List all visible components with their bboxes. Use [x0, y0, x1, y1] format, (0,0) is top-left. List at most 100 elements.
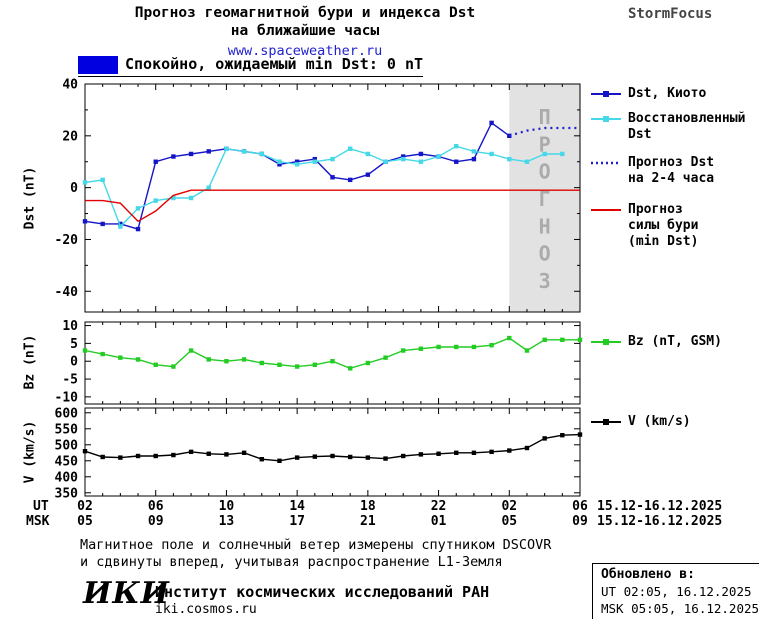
bz-marker: [153, 362, 158, 367]
dst_kyoto-marker: [312, 156, 318, 162]
updated-box: Обновлено в: UT 02:05, 16.12.2025 MSK 05…: [592, 563, 759, 619]
y-tick-label: 5: [70, 337, 78, 352]
forecast-band-label: О: [539, 160, 551, 184]
updated-msk: MSK 05:05, 16.12.2025: [601, 601, 760, 616]
bz-marker: [224, 359, 229, 364]
bz-marker: [100, 351, 105, 357]
recovered_dst-marker: [489, 151, 494, 157]
footnote-line2: и сдвинуты вперед, учитывая распростране…: [80, 554, 503, 570]
forecast_dst-line: [508, 126, 580, 137]
recovered_dst-marker: [471, 149, 477, 154]
dst_kyoto-marker: [118, 221, 123, 227]
dst_kyoto-marker: [418, 151, 424, 157]
v-marker: [241, 450, 247, 455]
x-tick-label: 18: [360, 499, 376, 514]
legend-item-dst-kyoto: Dst, Киото: [590, 86, 706, 102]
msk-axis-row: MSK 15.12-16.12.2025 05 09 13 17 21 01 05 09: [0, 514, 760, 529]
v-plot: 600 550 500 450 400 350: [35, 400, 586, 508]
bz-marker: [259, 360, 264, 366]
plot-frame: [84, 407, 581, 497]
y-tick-label: 450: [55, 454, 79, 469]
recovered_dst-marker: [135, 206, 141, 211]
bz-marker: [241, 357, 247, 362]
bz-marker: [347, 366, 353, 371]
recovered_dst-marker: [542, 151, 547, 157]
x-tick-label: 05: [501, 514, 518, 529]
spaceweather-link[interactable]: www.spaceweather.ru: [227, 43, 383, 59]
forecast-band: [509, 84, 580, 312]
x-tick-label: 17: [289, 514, 305, 529]
bz-marker: [330, 359, 335, 364]
v-marker: [365, 455, 371, 460]
v-marker: [542, 436, 547, 441]
bz-plot: 10 5 0 -5 -10: [35, 314, 586, 416]
recovered_dst-marker: [206, 185, 211, 190]
recovered_dst-marker: [100, 177, 105, 183]
x-tick-label: 01: [430, 514, 447, 529]
dst_kyoto-marker: [365, 172, 371, 177]
bz-swatch-icon: [591, 339, 621, 345]
recovered_dst-marker: [454, 143, 459, 149]
plot-frame: [84, 83, 581, 313]
recovered_dst-marker: [224, 146, 229, 151]
bz-marker: [277, 362, 282, 367]
x-tick-label: 06: [572, 499, 588, 514]
dst_kyoto-marker: [507, 133, 512, 139]
dst_kyoto-marker: [171, 154, 176, 159]
v-marker: [188, 449, 194, 455]
recovered_dst-marker: [330, 156, 335, 162]
bz-marker: [312, 362, 318, 367]
bz-line: [84, 337, 580, 370]
bz-marker: [436, 344, 441, 350]
y-tick-label: 500: [55, 438, 79, 453]
v-marker: [82, 449, 88, 454]
dst_kyoto-marker: [135, 226, 141, 232]
bz-marker: [524, 348, 530, 353]
bz-marker: [171, 364, 176, 369]
dst_kyoto-line: [84, 121, 510, 230]
v-swatch-icon: [591, 419, 621, 425]
bz-marker: [454, 344, 459, 350]
v-marker: [277, 458, 282, 463]
x-tick-label: 10: [218, 499, 235, 514]
y-tick-label: 400: [55, 470, 79, 485]
bz-marker: [188, 348, 194, 353]
forecast-band-label: З: [539, 269, 551, 293]
v-marker: [294, 455, 300, 460]
recovered_dst-marker: [171, 195, 176, 201]
page-title-line2: на ближайшие часы: [230, 23, 380, 39]
forecast-dst-swatch-icon: [591, 161, 621, 165]
ut-date-range: 15.12-16.12.2025: [597, 499, 723, 514]
dst_kyoto-marker: [153, 159, 158, 164]
recovered_dst-marker: [365, 151, 371, 157]
updated-ut: UT 02:05, 16.12.2025: [601, 584, 752, 599]
dst-kyoto-swatch-icon: [591, 91, 621, 97]
y-tick-label: -10: [55, 390, 79, 405]
bz-marker: [418, 346, 424, 351]
y-tick-label: 40: [62, 78, 78, 93]
recovered-dst-swatch-icon: [591, 116, 621, 122]
v-marker: [577, 432, 583, 437]
dst_kyoto-marker: [347, 177, 353, 183]
recovered_dst-marker: [436, 154, 441, 159]
y-tick-label: 550: [55, 422, 79, 437]
dst-plot: П Р О Г Н О З 40 20 0 -20 -40: [35, 76, 586, 324]
recovered_dst-marker: [277, 159, 282, 164]
legend-label-dst-kyoto: Dst, Киото: [628, 86, 707, 101]
bz-marker: [294, 364, 300, 369]
v-marker: [135, 453, 141, 459]
legend-item-v: V (km/s): [590, 414, 691, 430]
bz-marker: [489, 342, 494, 348]
legend-item-storm-forecast: Прогноз силы бури (min Dst): [590, 202, 698, 250]
dst_kyoto-marker: [489, 120, 494, 126]
status-legend-label: Спокойно, ожидаемый min Dst: 0 nT: [125, 55, 424, 73]
forecast-band-label: Р: [539, 132, 551, 156]
y-tick-label: 20: [62, 129, 78, 144]
x-tick-label: 22: [430, 499, 447, 514]
v-marker: [153, 453, 158, 459]
bz-marker: [507, 335, 512, 341]
y-tick-label: -5: [62, 373, 78, 388]
forecast-band-label: Н: [539, 214, 551, 238]
